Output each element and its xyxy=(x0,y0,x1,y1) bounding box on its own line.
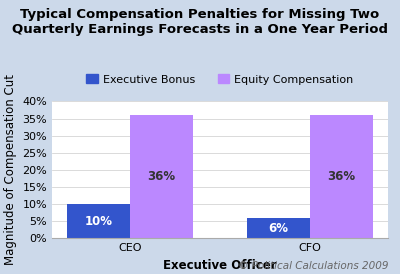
Bar xyxy=(67,204,130,238)
Text: 10%: 10% xyxy=(85,215,113,228)
Text: Typical Compensation Penalties for Missing Two
Quarterly Earnings Forecasts in a: Typical Compensation Penalties for Missi… xyxy=(12,8,388,36)
X-axis label: Executive Officer: Executive Officer xyxy=(163,259,277,272)
Text: 36%: 36% xyxy=(148,170,176,183)
Y-axis label: Magnitude of Compensation Cut: Magnitude of Compensation Cut xyxy=(4,74,17,266)
Bar xyxy=(310,115,373,238)
Bar xyxy=(130,115,193,238)
Legend: Executive Bonus, Equity Compensation: Executive Bonus, Equity Compensation xyxy=(82,70,358,89)
Bar xyxy=(247,218,310,238)
Text: 36%: 36% xyxy=(327,170,355,183)
Text: © Political Calculations 2009: © Political Calculations 2009 xyxy=(238,261,388,271)
Text: 6%: 6% xyxy=(268,222,288,235)
